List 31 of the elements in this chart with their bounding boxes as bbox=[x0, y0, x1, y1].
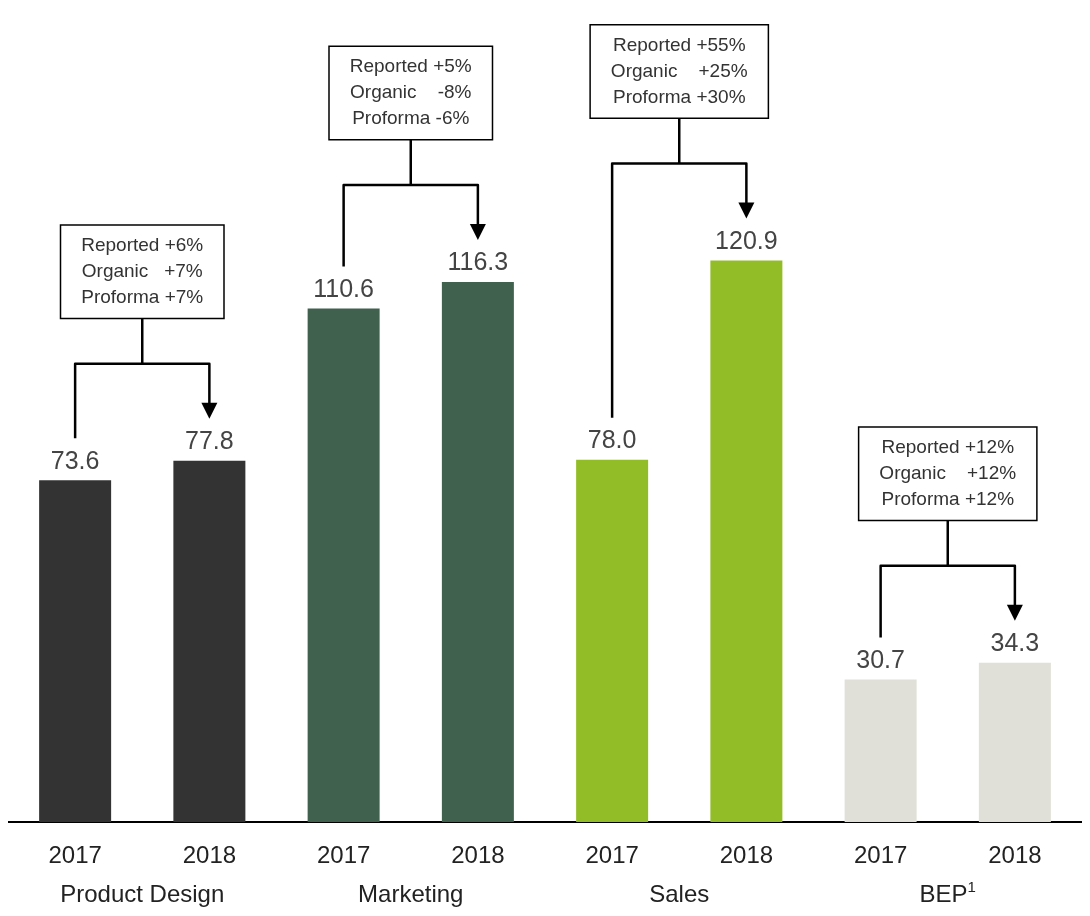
data-label: 120.9 bbox=[715, 226, 778, 255]
text: Reported +55% Organic +25% Proforma +30% bbox=[610, 34, 748, 108]
bar bbox=[844, 679, 917, 822]
bar bbox=[307, 308, 380, 822]
bar bbox=[441, 281, 514, 822]
data-label: 34.3 bbox=[990, 628, 1040, 657]
x-tick-label: 2017 bbox=[48, 840, 102, 868]
annotation: Reported +12% Organic +12% Proforma +12% bbox=[879, 436, 1017, 510]
x-tick-label: 2017 bbox=[585, 840, 639, 868]
text: Marketing bbox=[358, 879, 464, 907]
bar bbox=[173, 460, 246, 822]
text: Reported +5% Organic -8% Proforma -6% bbox=[349, 55, 472, 129]
x-tick-label: 2018 bbox=[988, 840, 1042, 868]
x-tick-label: 2017 bbox=[853, 840, 908, 868]
annotation: Reported +6% Organic +7% Proforma +7% bbox=[81, 234, 204, 308]
x-tick-label: 2018 bbox=[451, 840, 505, 868]
x-tick-label: 2018 bbox=[182, 840, 237, 868]
bar bbox=[576, 459, 649, 822]
data-label: 77.8 bbox=[185, 426, 234, 455]
text: Product Design bbox=[60, 879, 225, 907]
data-label: 78.0 bbox=[587, 425, 637, 454]
data-label: 73.6 bbox=[50, 445, 100, 474]
bar bbox=[710, 260, 783, 822]
x-tick-label: 2018 bbox=[719, 840, 774, 868]
data-label: 30.7 bbox=[856, 644, 905, 673]
data-label: 116.3 bbox=[447, 247, 509, 276]
x-tick-label: 2017 bbox=[316, 840, 371, 868]
bar bbox=[39, 480, 112, 822]
data-label: 110.6 bbox=[313, 273, 374, 302]
bar bbox=[978, 662, 1051, 822]
text: Sales bbox=[649, 879, 710, 907]
